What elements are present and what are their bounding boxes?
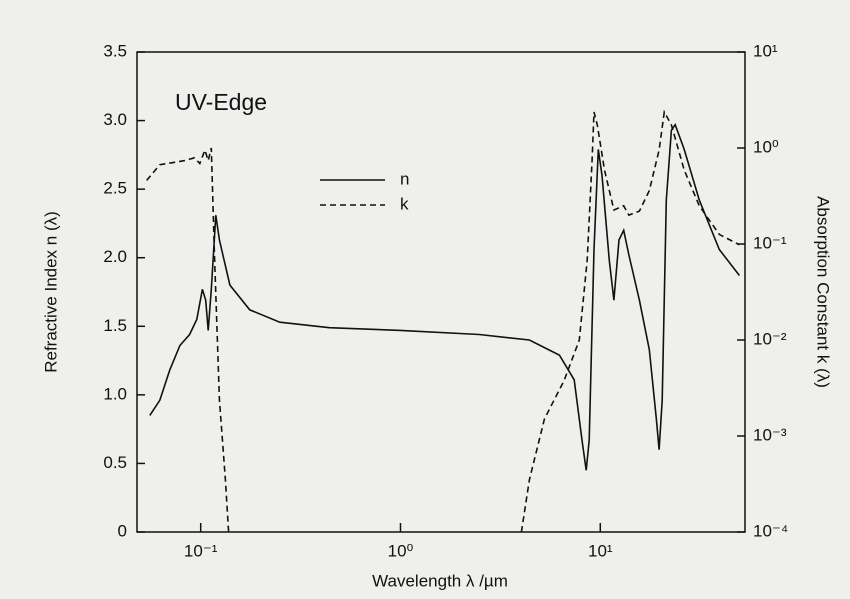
annotation: UV-Edge [175,89,267,115]
series-line [146,109,740,533]
y2-tick-label: 10⁻⁴ [753,521,788,540]
y-axis-label: Refractive Index n (λ) [41,211,60,373]
y2-tick-label: 10⁻² [753,329,787,348]
x-tick-label: 10⁻¹ [184,541,218,560]
x-tick-label: 10⁰ [388,541,414,560]
y-tick-label: 2.0 [103,247,127,266]
legend-label: k [400,194,409,213]
y-tick-label: 1.5 [103,316,127,335]
series-line [149,122,741,471]
y-tick-label: 1.0 [103,384,127,403]
x-tick-label: 10¹ [588,541,613,560]
y2-tick-label: 10⁻¹ [753,233,787,252]
legend-label: n [400,169,409,188]
y-tick-label: 3.0 [103,110,127,129]
y-tick-label: 0 [118,521,127,540]
y-tick-label: 2.5 [103,179,127,198]
x-axis-label: Wavelength λ /µm [372,571,508,590]
y2-tick-label: 10⁰ [753,137,779,156]
y-tick-label: 0.5 [103,453,127,472]
y2-tick-label: 10⁻³ [753,425,787,444]
y-tick-label: 3.5 [103,41,127,60]
plot-frame [136,51,746,533]
y2-tick-label: 10¹ [753,41,778,60]
y2-axis-label: Absorption Constant k (λ) [814,196,833,388]
